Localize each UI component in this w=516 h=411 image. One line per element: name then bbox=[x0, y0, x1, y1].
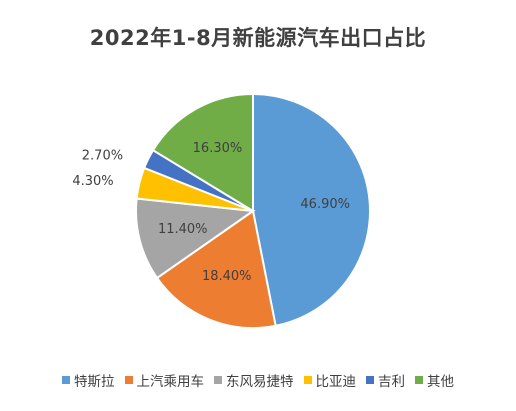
pie-slice-3 bbox=[135, 197, 256, 280]
data-label-5: 2.70% bbox=[82, 148, 123, 163]
legend-swatch bbox=[62, 376, 70, 384]
legend-item-6: 其他 bbox=[415, 370, 454, 390]
legend-item-3: 东风易捷特 bbox=[214, 370, 294, 390]
data-label-4: 4.30% bbox=[72, 174, 113, 189]
legend-label: 比亚迪 bbox=[315, 374, 357, 390]
legend-item-4: 比亚迪 bbox=[303, 370, 357, 390]
legend-swatch bbox=[214, 376, 222, 384]
legend-item-1: 特斯拉 bbox=[62, 370, 115, 390]
data-label-3: 11.40% bbox=[158, 222, 208, 237]
pie-slice-2 bbox=[155, 209, 277, 329]
data-label-2: 18.40% bbox=[202, 269, 252, 284]
legend-label: 上汽乘用车 bbox=[136, 374, 205, 390]
legend-label: 特斯拉 bbox=[74, 374, 115, 390]
legend-swatch bbox=[366, 376, 374, 384]
legend-item-5: 吉利 bbox=[366, 370, 405, 390]
legend-swatch bbox=[303, 376, 312, 384]
data-label-6: 16.30% bbox=[193, 141, 243, 156]
legend-swatch bbox=[124, 376, 133, 384]
legend-label: 吉利 bbox=[378, 374, 405, 390]
legend-swatch bbox=[415, 376, 423, 384]
data-label-1: 46.90% bbox=[300, 197, 350, 212]
chart-title: 2022年1-8月新能源汽车出口占比 bbox=[89, 26, 427, 50]
pie-slice-1 bbox=[252, 92, 371, 327]
legend-label: 其他 bbox=[427, 374, 454, 390]
legend-item-2: 上汽乘用车 bbox=[124, 370, 205, 390]
legend-label: 东风易捷特 bbox=[226, 374, 294, 390]
pie-slice-6 bbox=[151, 92, 254, 213]
chart-legend: 特斯拉 上汽乘用车 东风易捷特 比亚迪 吉利 其他 bbox=[0, 370, 516, 390]
